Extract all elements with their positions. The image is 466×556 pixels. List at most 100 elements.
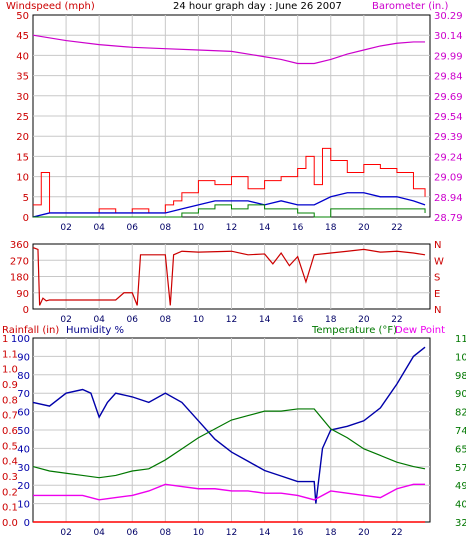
- barometer-line: [32, 34, 426, 65]
- direction-panel-x-tick-label: 02: [60, 315, 71, 325]
- barometer-tick-label: 29.24: [434, 152, 463, 163]
- rainfall-tick-label: 0.3: [2, 472, 18, 483]
- humidity-tick-label: 90: [17, 352, 30, 363]
- wind-panel-x-tick-label: 20: [358, 223, 370, 233]
- humidity-panel-x-tick-label: 14: [259, 528, 271, 538]
- temperature-tick-label: 49: [455, 481, 466, 492]
- humidity-panel-x-tick-label: 22: [391, 528, 402, 538]
- direction-panel-x-tick-label: 08: [160, 315, 172, 325]
- direction-panel-x-tick-label: 12: [226, 315, 237, 325]
- barometer-tick-label: 28.94: [434, 193, 463, 204]
- humidity-tick-label: 50: [17, 426, 30, 437]
- direction-degree-tick-label: 90: [16, 289, 29, 300]
- direction-panel-x-tick-label: 10: [193, 315, 205, 325]
- wind-gust-line: [33, 147, 426, 214]
- barometer-tick-label: 30.29: [434, 11, 463, 22]
- humidity-panel-x-tick-label: 18: [325, 528, 337, 538]
- humidity-panel-x-tick-label: 02: [60, 528, 71, 538]
- direction-panel-x-tick-label: 18: [325, 315, 337, 325]
- direction-compass-tick-label: N: [434, 240, 441, 251]
- humidity-tick-label: 70: [17, 389, 30, 400]
- windspeed-tick-label: 45: [16, 31, 29, 42]
- windspeed-tick-label: 5: [23, 193, 29, 204]
- humidity-tick-label: 40: [17, 444, 30, 455]
- rainfall-tick-label: 0.8: [2, 395, 18, 406]
- direction-compass-tick-label: N: [434, 305, 441, 316]
- rainfall-tick-label: 0.6: [2, 426, 18, 437]
- temperature-axis-title: Temperature (°F): [311, 325, 397, 336]
- temperature-tick-label: 32: [455, 518, 466, 529]
- direction-degree-tick-label: 0: [23, 305, 29, 316]
- temperature-tick-label: 90: [455, 389, 466, 400]
- windspeed-tick-label: 40: [16, 51, 29, 62]
- wind-direction-line: [32, 247, 426, 306]
- barometer-tick-label: 29.54: [434, 112, 463, 123]
- rainfall-tick-label: 0.1: [2, 503, 18, 514]
- direction-panel-x-tick-label: 06: [127, 315, 139, 325]
- wind-panel-x-tick-label: 22: [391, 223, 402, 233]
- wind-panel-x-tick-label: 10: [193, 223, 205, 233]
- wind-panel-x-tick-label: 08: [160, 223, 172, 233]
- windspeed-tick-label: 20: [16, 132, 29, 143]
- rainfall-tick-label: 1.0: [2, 365, 18, 376]
- humidity-tick-label: 10: [17, 500, 30, 511]
- humidity-panel-x-tick-label: 20: [358, 528, 370, 538]
- humidity-tick-label: 80: [17, 371, 30, 382]
- humidity-panel-x-tick-label: 04: [93, 528, 105, 538]
- windspeed-tick-label: 10: [16, 173, 29, 184]
- wind-panel-x-tick-label: 04: [93, 223, 105, 233]
- temperature-tick-label: 82: [455, 408, 466, 419]
- direction-degree-tick-label: 180: [10, 273, 29, 284]
- windspeed-tick-label: 25: [16, 112, 29, 123]
- wind-panel-x-tick-label: 06: [127, 223, 139, 233]
- rainfall-tick-label: 0.4: [2, 457, 18, 468]
- wind-panel-x-tick-label: 14: [259, 223, 271, 233]
- rainfall-tick-label: 0.2: [2, 487, 18, 498]
- windspeed-tick-label: 50: [16, 11, 29, 22]
- wind-panel-x-tick-label: 18: [325, 223, 337, 233]
- wind-speed-line: [32, 192, 426, 218]
- humidity-tick-label: 0: [24, 518, 30, 529]
- direction-panel-x-tick-label: 16: [292, 315, 304, 325]
- temperature-tick-label: 57: [455, 463, 466, 474]
- direction-panel-x-tick-label: 20: [358, 315, 370, 325]
- humidity-tick-label: 60: [17, 408, 30, 419]
- temperature-line: [32, 408, 426, 479]
- humidity-tick-label: 20: [17, 481, 30, 492]
- temperature-tick-label: 65: [455, 444, 466, 455]
- barometer-tick-label: 28.79: [434, 213, 463, 224]
- rainfall-tick-label: 0.0: [2, 518, 18, 529]
- humidity-tick-label: 100: [11, 334, 30, 345]
- humidity-panel-x-tick-label: 16: [292, 528, 304, 538]
- direction-panel-x-tick-label: 04: [93, 315, 105, 325]
- rainfall-tick-label: 1.1: [2, 349, 18, 360]
- direction-compass-tick-label: S: [434, 273, 440, 284]
- rainfall-tick-label: 0.5: [2, 441, 18, 452]
- chart-title: 24 hour graph day : June 26 2007: [173, 1, 342, 12]
- windspeed-tick-label: 0: [23, 213, 29, 224]
- barometer-tick-label: 29.39: [434, 132, 463, 143]
- humidity-panel-x-tick-label: 12: [226, 528, 237, 538]
- direction-panel-x-tick-label: 22: [391, 315, 402, 325]
- windspeed-tick-label: 30: [16, 92, 29, 103]
- temperature-tick-label: 74: [455, 426, 466, 437]
- temperature-tick-label: 40: [455, 500, 466, 511]
- barometer-tick-label: 29.69: [434, 92, 463, 103]
- direction-degree-tick-label: 270: [10, 256, 29, 267]
- barometer-axis-title: Barometer (in.): [372, 1, 448, 12]
- wind-panel-x-tick-label: 12: [226, 223, 237, 233]
- rainfall-tick-label: 1: [2, 334, 8, 345]
- windspeed-tick-label: 35: [16, 72, 29, 83]
- windspeed-tick-label: 15: [16, 152, 29, 163]
- direction-compass-tick-label: E: [434, 289, 440, 300]
- rainfall-tick-label: 0.7: [2, 411, 18, 422]
- direction-panel-x-tick-label: 14: [259, 315, 271, 325]
- direction-degree-tick-label: 360: [10, 240, 29, 251]
- temperature-tick-label: 98: [455, 371, 466, 382]
- humidity-panel-x-tick-label: 10: [193, 528, 205, 538]
- temperature-tick-label: 115: [455, 334, 466, 345]
- barometer-tick-label: 29.99: [434, 51, 463, 62]
- wind-speed-green-line: [33, 204, 426, 218]
